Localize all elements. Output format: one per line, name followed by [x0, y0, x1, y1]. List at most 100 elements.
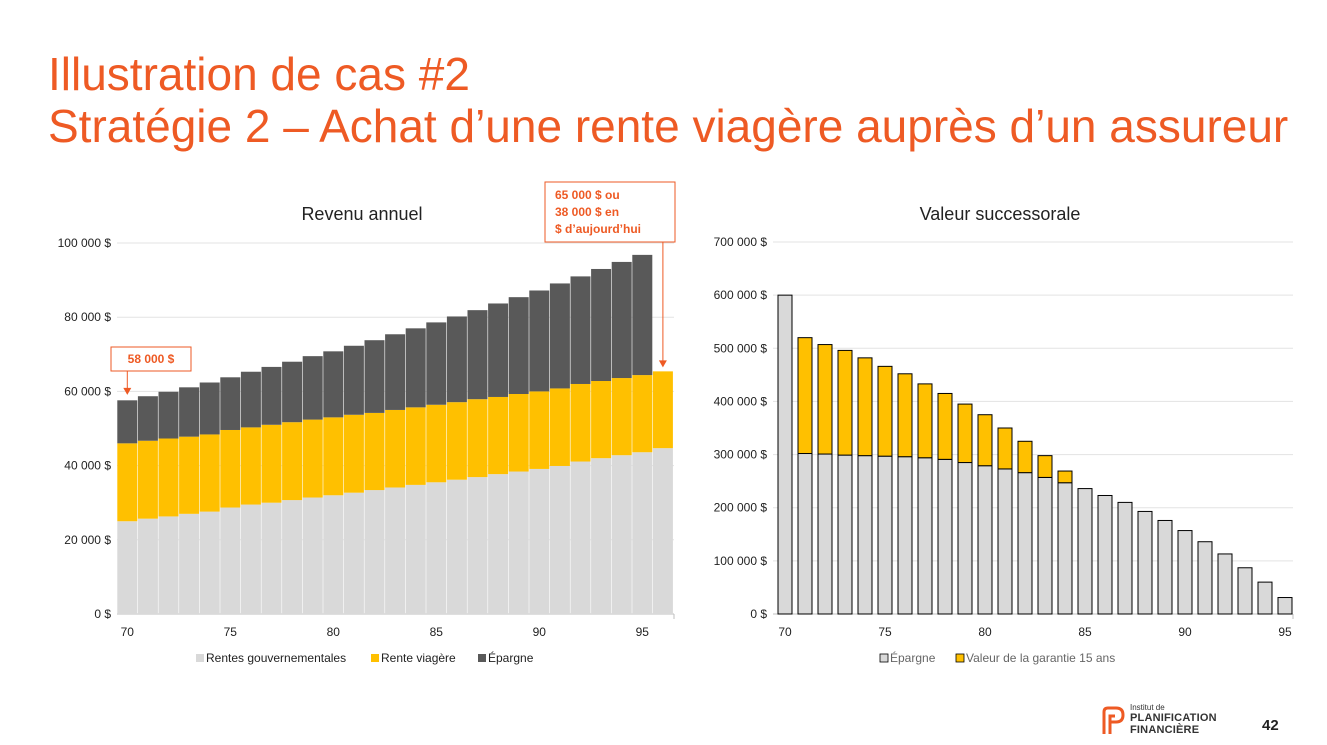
bar-segment	[220, 507, 241, 614]
bar-segment	[652, 448, 673, 614]
bar-segment	[917, 383, 933, 459]
bar-segment	[549, 465, 570, 614]
bar-segment	[591, 268, 612, 382]
bar-segment	[1017, 472, 1033, 615]
bar-segment	[897, 456, 913, 615]
legend-swatch	[955, 653, 965, 663]
bar-segment	[1117, 501, 1133, 615]
bar-segment	[857, 357, 873, 457]
bar-segment	[323, 417, 344, 496]
bar-segment	[997, 427, 1013, 470]
bar-segment	[385, 487, 406, 614]
bar-segment	[877, 455, 893, 615]
bar-segment	[467, 399, 488, 478]
legend-label: Rentes gouvernementales	[206, 651, 346, 665]
x-tick-label: 80	[327, 625, 341, 639]
ipf-logo: Institut de PLANIFICATION FINANCIÈRE	[1096, 702, 1236, 738]
chart-title: Revenu annuel	[301, 204, 422, 224]
bar-segment	[302, 497, 323, 614]
bar-segment	[529, 290, 550, 392]
bar-segment	[591, 381, 612, 459]
bar-segment	[467, 310, 488, 400]
page-number: 42	[1262, 717, 1279, 734]
x-tick-label: 70	[778, 625, 792, 639]
annotation-arrow-head	[123, 387, 132, 395]
bar-segment	[937, 458, 953, 615]
bar-segment	[220, 429, 241, 508]
annotation-box	[110, 346, 192, 372]
bar-segment	[117, 400, 138, 444]
bar-segment	[797, 337, 813, 455]
x-tick-label: 95	[636, 625, 650, 639]
bar-segment	[343, 492, 364, 614]
bar-segment	[364, 340, 385, 413]
bar-segment	[405, 407, 426, 485]
bar-segment	[282, 361, 303, 423]
bar-segment	[837, 454, 853, 615]
x-tick-label: 85	[1078, 625, 1092, 639]
bar-segment	[817, 453, 833, 615]
bar-segment	[570, 383, 591, 462]
bar-segment	[179, 436, 200, 514]
bar-segment	[137, 518, 158, 614]
bar-segment	[261, 424, 282, 503]
bar-segment	[405, 484, 426, 614]
bar-segment	[302, 356, 323, 420]
bar-segment	[570, 461, 591, 614]
bar-segment	[611, 455, 632, 614]
bar-segment	[1037, 476, 1053, 615]
bar-segment	[611, 378, 632, 456]
bar-segment	[261, 502, 282, 614]
bar-segment	[1257, 581, 1273, 615]
annotation-text: 58 000 $	[128, 352, 175, 366]
bar-segment	[158, 516, 179, 614]
x-tick-label: 85	[430, 625, 444, 639]
x-tick-label: 75	[224, 625, 238, 639]
bar-segment	[1197, 541, 1213, 615]
bar-segment	[1017, 440, 1033, 474]
annotation-text: 65 000 $ ou	[555, 188, 620, 202]
bar-segment	[446, 402, 467, 480]
bar-segment	[1137, 510, 1153, 615]
x-tick-label: 90	[1178, 625, 1192, 639]
bar-segment	[240, 427, 261, 505]
bar-segment	[426, 404, 447, 483]
bar-segment	[1057, 482, 1073, 615]
y-tick-label: 300 000 $	[714, 448, 768, 462]
legend-label: Rente viagère	[381, 651, 456, 665]
bar-segment	[179, 513, 200, 614]
bar-segment	[549, 283, 570, 389]
bar-segment	[917, 457, 933, 615]
x-tick-label: 80	[978, 625, 992, 639]
bar-segment	[282, 500, 303, 614]
bar-segment	[997, 468, 1013, 615]
bar-segment	[652, 371, 673, 449]
bar-segment	[1237, 567, 1253, 615]
bar-segment	[1277, 597, 1293, 615]
bar-segment	[179, 387, 200, 437]
bar-segment	[467, 477, 488, 614]
x-tick-label: 75	[878, 625, 892, 639]
bar-segment	[323, 495, 344, 614]
bar-segment	[977, 414, 993, 467]
x-tick-label: 90	[533, 625, 547, 639]
y-tick-label: 0 $	[94, 607, 111, 621]
y-tick-label: 40 000 $	[64, 459, 111, 473]
bar-segment	[877, 365, 893, 457]
ipf-logo-icon	[1102, 706, 1125, 734]
x-tick-label: 95	[1278, 625, 1292, 639]
bar-segment	[261, 366, 282, 425]
bar-segment	[797, 453, 813, 615]
bar-segment	[405, 328, 426, 408]
bar-segment	[199, 511, 220, 614]
bar-segment	[282, 422, 303, 501]
bar-segment	[240, 371, 261, 428]
bar-segment	[632, 375, 653, 453]
bar-segment	[1177, 530, 1193, 615]
chart-title: Valeur successorale	[920, 204, 1081, 224]
annotation-text: 38 000 $ en	[555, 205, 619, 219]
legend-swatch	[478, 654, 486, 662]
bar-segment	[1057, 470, 1073, 484]
